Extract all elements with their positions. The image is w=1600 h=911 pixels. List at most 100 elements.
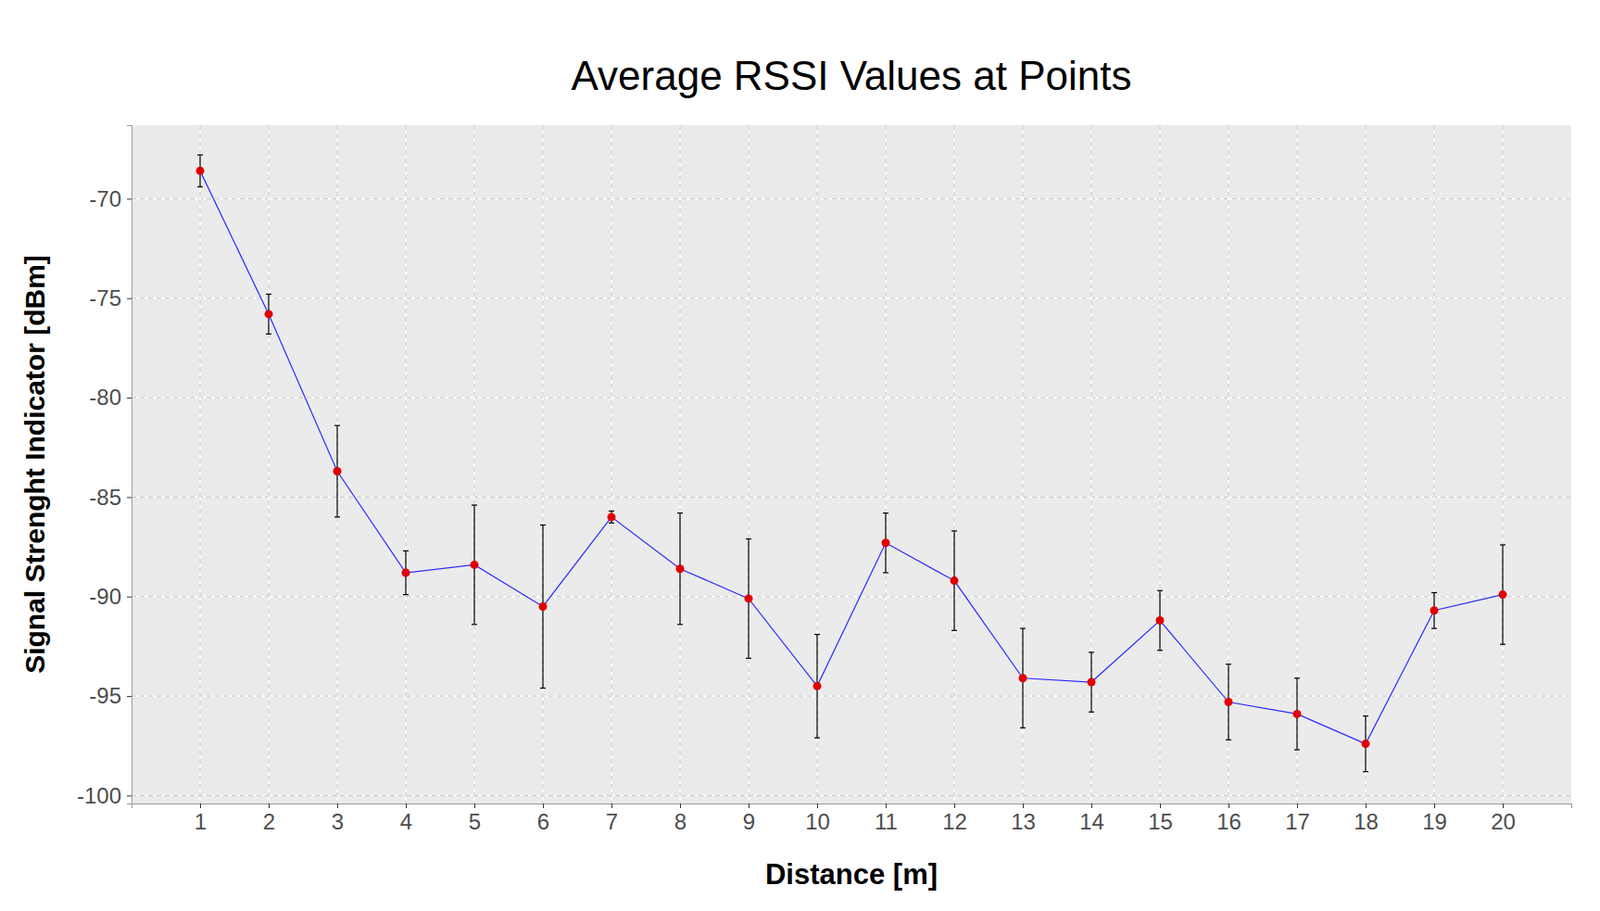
tick-label: -95 xyxy=(88,682,122,708)
grid xyxy=(131,125,1572,804)
x-grid-line xyxy=(953,125,955,804)
tick: -100 xyxy=(76,782,132,808)
x-grid-line xyxy=(200,125,202,804)
line xyxy=(200,170,1503,744)
tick-label: 17 xyxy=(1285,808,1311,834)
x-grid-line xyxy=(1296,125,1298,804)
y-axis-line xyxy=(126,125,133,805)
x-axis-line xyxy=(132,804,1573,809)
tick-label: 1 xyxy=(194,808,207,834)
error-bar-cap xyxy=(1020,627,1026,629)
point xyxy=(881,538,891,547)
tick-mark xyxy=(680,803,681,808)
tick-mark xyxy=(611,803,613,808)
y-grid-line xyxy=(131,198,1572,200)
point xyxy=(1499,590,1508,599)
y-grid-line xyxy=(131,496,1572,498)
error-bar-cap xyxy=(677,512,683,514)
x-grid-line xyxy=(885,125,887,804)
error-bar-cap xyxy=(951,629,958,631)
x-grid-line xyxy=(611,125,613,804)
x-axis-title: Distance [m] xyxy=(765,857,938,891)
title: Average RSSI Values at Points xyxy=(571,52,1133,99)
tick-label: 20 xyxy=(1490,808,1516,834)
error-bar-cap xyxy=(1225,739,1232,741)
tick-mark xyxy=(1502,803,1504,808)
x-grid-line xyxy=(816,125,818,804)
y-grid-line xyxy=(131,794,1572,796)
error-bar-cap xyxy=(334,425,341,427)
error-bar-cap xyxy=(1020,727,1026,729)
x-grid-line xyxy=(817,125,819,804)
x-grid-line xyxy=(1159,125,1161,804)
error-bar-cap xyxy=(540,687,546,689)
tick-label: 13 xyxy=(1010,808,1036,834)
y-grid-line xyxy=(131,297,1572,299)
point xyxy=(196,166,205,176)
x-grid-line xyxy=(679,125,681,804)
y-grid-line xyxy=(131,396,1572,398)
tick-label: 6 xyxy=(537,808,550,834)
point xyxy=(950,576,959,585)
x-grid-line xyxy=(680,125,681,804)
error-bar-cap xyxy=(608,510,615,512)
error-bar-cap xyxy=(1362,770,1369,772)
error-bar-cap xyxy=(1499,643,1506,645)
tick: 6 xyxy=(537,803,550,834)
tick-label: 8 xyxy=(674,808,687,834)
point xyxy=(1087,678,1097,687)
tick-mark xyxy=(817,803,819,808)
tick: 9 xyxy=(743,803,756,834)
tick: 12 xyxy=(942,803,968,834)
tick: 15 xyxy=(1147,803,1173,834)
point xyxy=(1224,697,1234,706)
error-bar-cap xyxy=(1499,543,1506,545)
tick-mark xyxy=(268,803,270,808)
tick-mark xyxy=(405,803,407,808)
y-grid-line xyxy=(131,397,1572,399)
tick-label: 7 xyxy=(605,808,618,834)
tick: 13 xyxy=(1010,803,1036,834)
tick-mark xyxy=(126,596,132,598)
x-grid-line xyxy=(1091,125,1093,804)
point xyxy=(1019,673,1028,682)
x-grid-line xyxy=(1021,125,1023,804)
tick-mark xyxy=(1159,803,1161,808)
error-bar-cap xyxy=(882,512,889,514)
tick-mark xyxy=(1091,803,1093,808)
x-grid-line xyxy=(747,125,749,804)
tick: 10 xyxy=(805,803,831,834)
x-grid-line xyxy=(1159,125,1160,804)
chart: 1234567891011121314151617181920-100-95-9… xyxy=(0,0,1600,911)
error-bar-cap xyxy=(1431,627,1437,629)
error-bar-cap xyxy=(1088,711,1095,713)
tick-label: -80 xyxy=(88,384,122,410)
tick-label: -85 xyxy=(88,484,122,510)
tick: -80 xyxy=(88,384,132,410)
tick-mark xyxy=(200,803,202,808)
tick-mark xyxy=(126,397,132,399)
point xyxy=(1361,739,1371,748)
point xyxy=(744,593,754,603)
error-bar-cap xyxy=(882,571,889,573)
tick-label: 9 xyxy=(743,808,756,834)
tick-label: 10 xyxy=(805,808,831,834)
x-grid-line xyxy=(1022,125,1024,804)
x-axis: 1234567891011121314151617181920 xyxy=(132,803,1573,834)
tick: 1 xyxy=(194,803,207,834)
point xyxy=(1156,616,1165,625)
y-grid-line xyxy=(131,297,1572,299)
tick-mark xyxy=(126,298,132,300)
x-grid-line xyxy=(267,125,269,804)
tick-label: 3 xyxy=(331,808,344,834)
tick-label: 4 xyxy=(400,808,413,834)
tick-label: 11 xyxy=(874,808,898,834)
error-bar-cap xyxy=(1157,649,1163,651)
x-grid-line xyxy=(337,125,339,804)
tick: 20 xyxy=(1490,803,1516,834)
tick-mark xyxy=(1365,803,1367,808)
y-grid-line xyxy=(131,695,1572,697)
x-grid-line xyxy=(1297,125,1298,804)
x-grid-line xyxy=(474,125,476,804)
error-bar-cap xyxy=(745,538,752,540)
